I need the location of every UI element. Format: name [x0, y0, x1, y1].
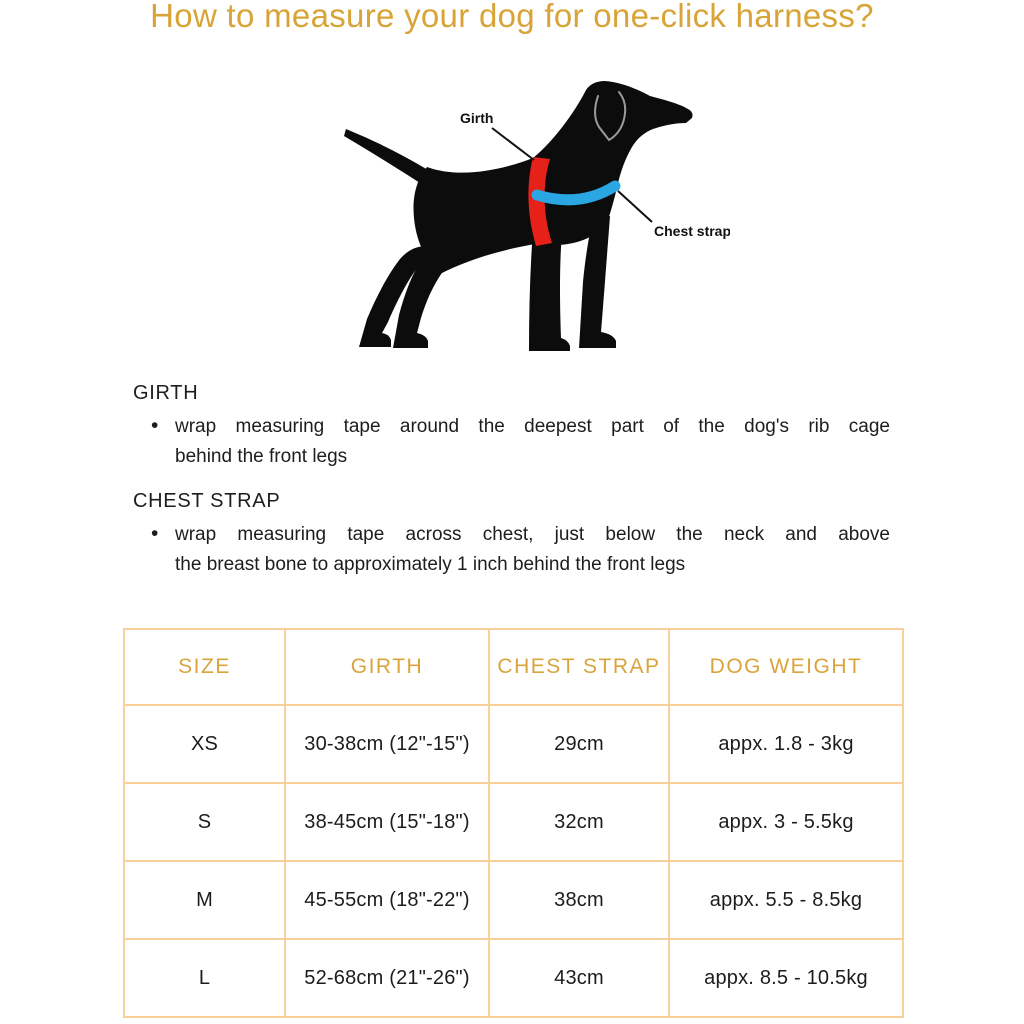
chest-strap [531, 180, 621, 206]
chest-strap-instruction-line-2: the breast bone to approximately 1 inch … [175, 554, 686, 575]
girth-section: GIRTH wrap measuring tape around the dee… [133, 382, 890, 472]
cell-weight-xs: appx. 1.8 - 3kg [668, 704, 904, 784]
dog-hind-leg-far [359, 246, 434, 347]
chest-strap-section: CHEST STRAP wrap measuring tape across c… [133, 490, 890, 580]
cell-weight-m: appx. 5.5 - 8.5kg [668, 860, 904, 940]
girth-instruction-line-2: behind the front legs [175, 446, 348, 467]
dog-hind-leg-near [393, 247, 464, 348]
chest-strap-bullet-list: wrap measuring tape across chest, just b… [133, 519, 890, 580]
chest-strap-arrow [617, 190, 653, 223]
cell-girth-xs: 30-38cm (12"-15") [284, 704, 490, 784]
girth-instruction-line-1: wrap measuring tape around the deepest p… [175, 416, 890, 437]
table-row-xs: XS 30-38cm (12"-15") 29cm appx. 1.8 - 3k… [123, 704, 904, 784]
table-row-s: S 38-45cm (15"-18") 32cm appx. 3 - 5.5kg [123, 782, 904, 862]
table-row-l: L 52-68cm (21"-26") 43cm appx. 8.5 - 10.… [123, 938, 904, 1018]
cell-chest-m: 38cm [488, 860, 670, 940]
dog-diagram-svg: Girth Chest strap [344, 81, 730, 351]
cell-girth-m: 45-55cm (18"-22") [284, 860, 490, 940]
column-header-girth: GIRTH [284, 628, 490, 706]
column-header-chest-strap: CHEST STRAP [488, 628, 670, 706]
cell-chest-s: 32cm [488, 782, 670, 862]
chest-strap-section-heading: CHEST STRAP [133, 490, 281, 512]
page-title: How to measure your dog for one-click ha… [150, 0, 874, 34]
dog-front-leg-near [579, 216, 616, 348]
column-header-dog-weight: DOG WEIGHT [668, 628, 904, 706]
cell-size-xs: XS [123, 704, 286, 784]
chest-strap-instruction-line-1: wrap measuring tape across chest, just b… [175, 524, 890, 545]
cell-size-s: S [123, 782, 286, 862]
size-chart-header-row: SIZE GIRTH CHEST STRAP DOG WEIGHT [123, 628, 904, 706]
dog-tail [344, 129, 434, 192]
cell-size-m: M [123, 860, 286, 940]
cell-size-l: L [123, 938, 286, 1018]
column-header-size: SIZE [123, 628, 286, 706]
cell-chest-xs: 29cm [488, 704, 670, 784]
dog-ear-outline [594, 91, 627, 142]
girth-arrow [491, 127, 535, 161]
girth-bullet-list: wrap measuring tape around the deepest p… [133, 411, 890, 472]
girth-instruction-item: wrap measuring tape around the deepest p… [151, 411, 890, 472]
chest-strap-instruction-item: wrap measuring tape across chest, just b… [151, 519, 890, 580]
cell-girth-l: 52-68cm (21"-26") [284, 938, 490, 1018]
table-row-m: M 45-55cm (18"-22") 38cm appx. 5.5 - 8.5… [123, 860, 904, 940]
girth-section-heading: GIRTH [133, 382, 199, 404]
size-chart-table: SIZE GIRTH CHEST STRAP DOG WEIGHT XS 30-… [123, 628, 904, 1018]
dog-body-silhouette [413, 81, 693, 273]
dog-measurement-diagram: Girth Chest strap [330, 70, 730, 370]
girth-diagram-label: Girth [460, 110, 493, 126]
cell-weight-l: appx. 8.5 - 10.5kg [668, 938, 904, 1018]
cell-chest-l: 43cm [488, 938, 670, 1018]
cell-girth-s: 38-45cm (15"-18") [284, 782, 490, 862]
measurement-instructions: GIRTH wrap measuring tape around the dee… [133, 382, 890, 580]
cell-weight-s: appx. 3 - 5.5kg [668, 782, 904, 862]
chest-strap-diagram-label: Chest strap [654, 223, 730, 239]
dog-front-leg-far [529, 230, 570, 351]
